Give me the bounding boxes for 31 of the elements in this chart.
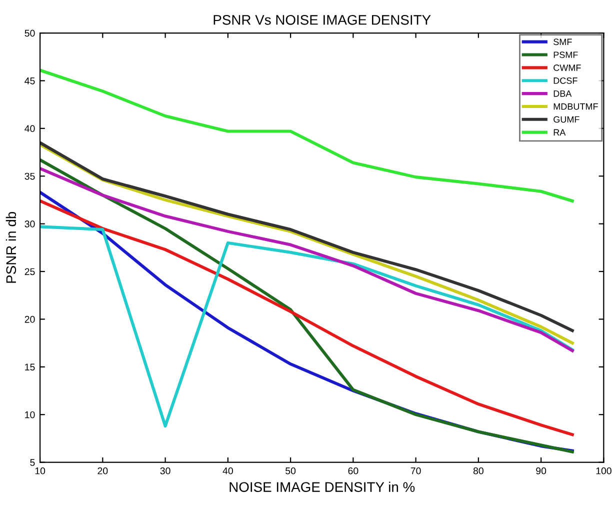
y-tick-label: 40: [24, 125, 35, 132]
legend-label: SMF: [554, 38, 572, 46]
y-tick-label: 35: [24, 172, 35, 180]
x-tick-label: 50: [286, 467, 296, 474]
x-tick-label: 100: [596, 467, 612, 474]
legend-label: PSMF: [554, 52, 578, 58]
legend-label: CWMF: [554, 64, 581, 71]
x-axis-title: NOISE IMAGE DENSITY in %: [230, 482, 415, 492]
x-tick-label: 60: [348, 467, 358, 474]
x-tick-label: 10: [35, 467, 46, 474]
legend-label: GUMF: [554, 116, 580, 123]
y-tick-label: 50: [24, 30, 35, 37]
y-tick-label: 15: [25, 364, 35, 371]
x-tick-label: 80: [473, 467, 484, 474]
y-tick-label: 5: [30, 459, 35, 466]
x-tick-label: 40: [222, 467, 233, 474]
y-tick-label: 45: [24, 78, 35, 84]
x-tick-label: 20: [98, 467, 108, 474]
legend-label: RA: [554, 129, 566, 136]
y-tick-label: 30: [24, 220, 35, 228]
x-tick-label: 90: [536, 467, 546, 474]
x-tick-label: 70: [410, 467, 421, 474]
y-tick-label: 10: [25, 411, 35, 418]
y-tick-label: 20: [24, 316, 35, 323]
legend-label: DCSF: [554, 77, 578, 84]
chart-title: PSNR Vs NOISE IMAGE DENSITY: [214, 14, 431, 25]
y-tick-label: 25: [24, 268, 35, 276]
x-tick-label: 30: [160, 467, 170, 474]
legend-label: MDBUTMF: [554, 103, 598, 110]
y-axis-title: PSNR in db: [6, 212, 16, 283]
legend-label: DBA: [554, 90, 572, 97]
